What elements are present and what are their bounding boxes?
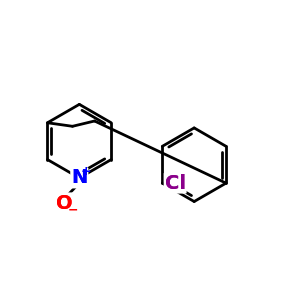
Text: N: N bbox=[71, 169, 88, 188]
Text: Cl: Cl bbox=[165, 174, 186, 193]
Text: +: + bbox=[80, 165, 91, 178]
Text: −: − bbox=[68, 203, 78, 216]
Text: O: O bbox=[56, 194, 73, 213]
Text: O: O bbox=[56, 194, 73, 213]
Text: N: N bbox=[71, 169, 88, 188]
Text: N: N bbox=[71, 169, 88, 188]
Text: Cl: Cl bbox=[165, 174, 186, 193]
